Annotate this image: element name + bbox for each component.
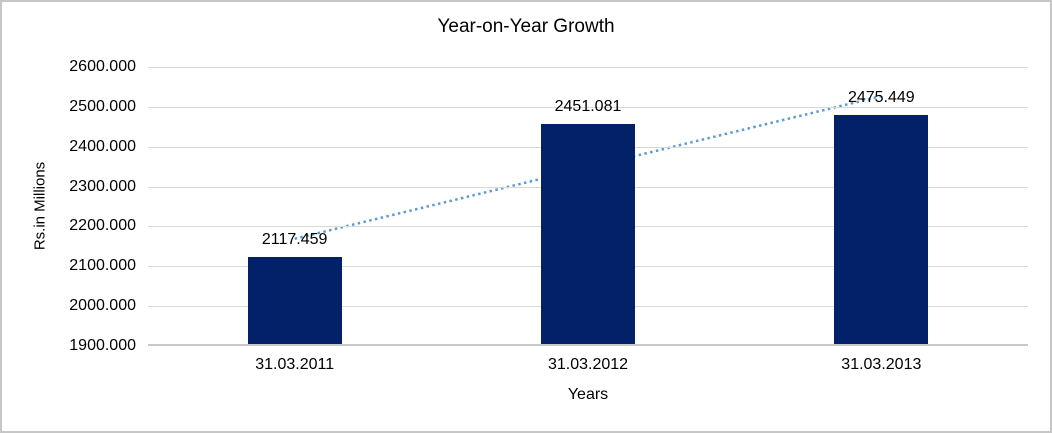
y-axis-title: Rs.in Millions [31,161,49,251]
y-tick-label: 2200.000 [69,217,136,235]
chart-title: Year-on-Year Growth [437,16,615,37]
bar-data-label: 2117.459 [261,231,328,249]
x-tick-label: 31.03.2011 [255,356,335,373]
y-tick-label: 2300.000 [69,177,136,195]
bar-31.03.2011 [247,257,342,344]
x-tick-label: 31.03.2013 [841,356,922,373]
y-tick-label: 2500.000 [69,97,136,115]
plot-area: 2117.459 2451.081 2475.449 [148,67,1028,346]
gridline [148,67,1028,68]
y-tick-label: 2100.000 [69,257,136,275]
x-axis-title: Years [567,386,609,403]
y-tick-label: 2000.000 [69,297,136,315]
y-tick-label: 2400.000 [69,137,136,155]
gridline [148,106,1028,108]
bar-31.03.2013 [834,114,929,344]
x-tick-label: 31.03.2012 [547,356,629,373]
y-tick-label: 1900.000 [69,337,136,354]
bar-data-label: 2451.081 [554,98,622,116]
bar-31.03.2012 [541,124,635,344]
bar-data-label: 2475.449 [847,88,915,106]
y-tick-label: 2600.000 [69,58,136,75]
